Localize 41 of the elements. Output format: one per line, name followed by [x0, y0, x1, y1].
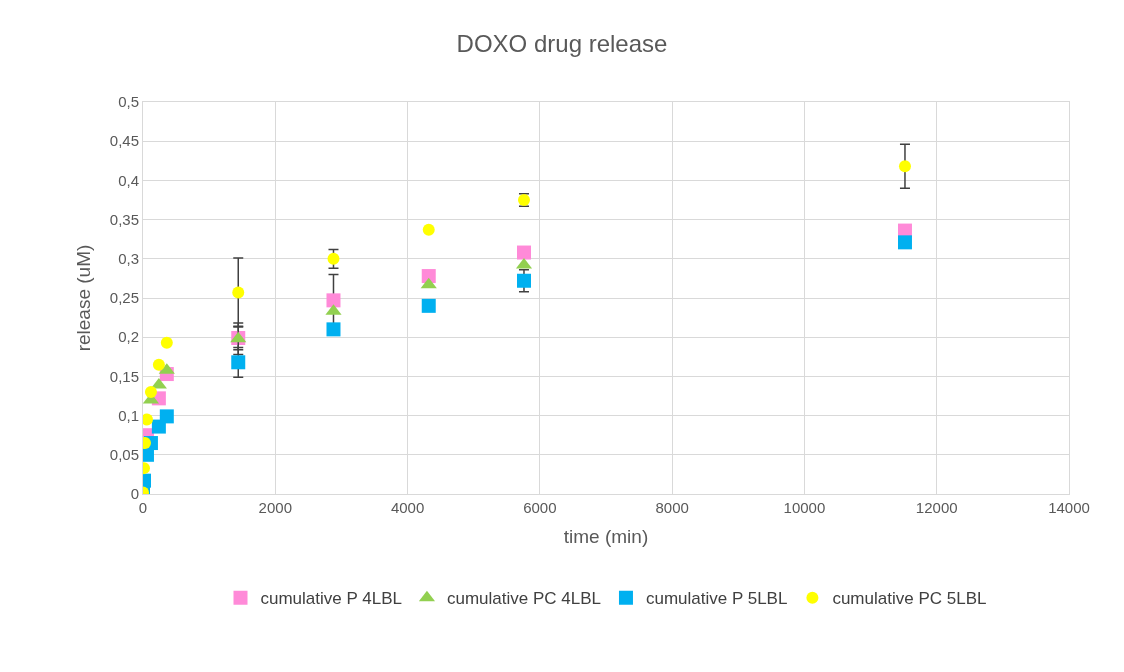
y-tick-label: 0,1: [118, 406, 139, 424]
point: [516, 245, 531, 260]
x-tick-label: 4000: [390, 499, 425, 516]
y-tick-label: 0: [130, 485, 139, 503]
x-tick-label: 6000: [523, 499, 557, 516]
point: [897, 235, 912, 250]
point: [326, 293, 341, 308]
y-tick-label: 0,45: [109, 132, 139, 150]
y-tick-label: 0,15: [109, 367, 139, 385]
point: [422, 223, 435, 236]
point: [232, 286, 245, 299]
x-tick-label: 12000: [915, 499, 958, 516]
legend-label: cumulative P 5LBL: [645, 589, 788, 609]
point: [898, 160, 911, 173]
point: [327, 252, 340, 265]
y-tick-label: 0,35: [109, 210, 139, 228]
y-tick-label: 0,25: [109, 289, 139, 307]
point: [231, 355, 246, 370]
point: [420, 277, 437, 289]
x-tick-label: 8000: [655, 499, 689, 516]
y-tick-label: 0,3: [118, 250, 139, 268]
y-axis-title: release (uM): [72, 244, 94, 352]
y-tick-label: 0,5: [118, 93, 139, 111]
point: [152, 358, 165, 371]
y-tick-label: 0,2: [118, 328, 139, 346]
y-tick-label: 0,4: [118, 171, 139, 189]
point: [326, 322, 341, 337]
point: [159, 409, 174, 424]
point: [421, 298, 436, 313]
legend-label: cumulative PC 4LBL: [446, 589, 601, 609]
x-tick-label: 14000: [1048, 499, 1090, 516]
x-tick-label: 10000: [783, 499, 826, 516]
legend-label: cumulative P 4LBL: [260, 589, 402, 609]
y-tick-label: 0,05: [109, 446, 139, 464]
point: [516, 273, 531, 288]
point: [144, 386, 157, 399]
chart-title: DOXO drug release: [456, 30, 668, 58]
point: [160, 336, 173, 349]
legend-label: cumulative PC 5LBL: [832, 589, 987, 609]
x-tick-label: 2000: [258, 499, 292, 516]
x-axis-title: time (min): [563, 525, 649, 547]
